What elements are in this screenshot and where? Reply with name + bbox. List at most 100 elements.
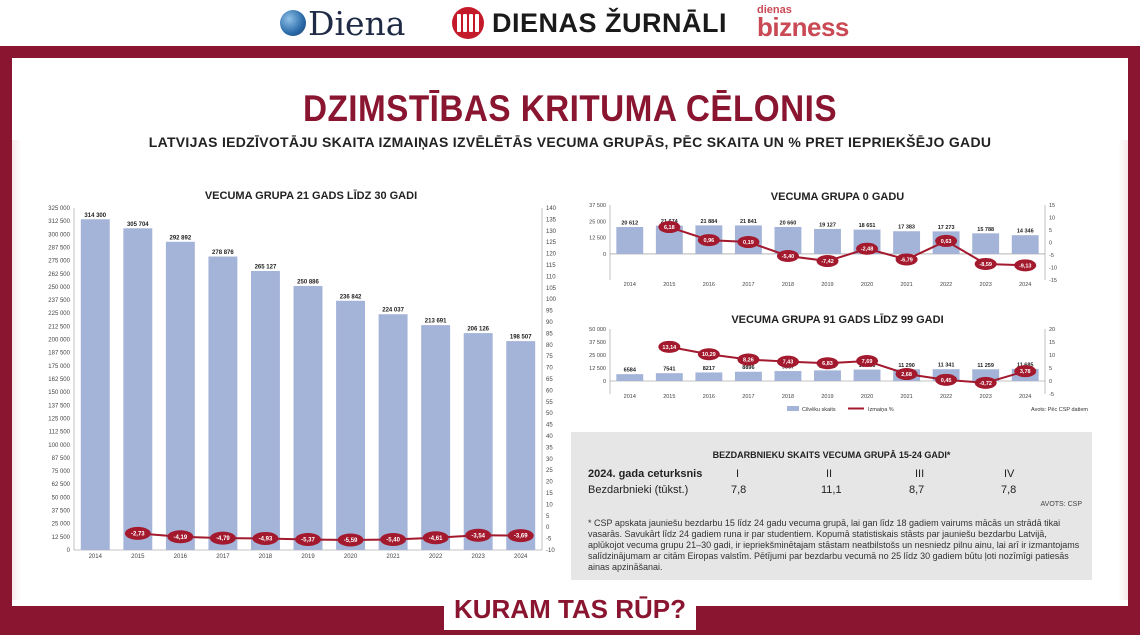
left-tick-label: 187 500 xyxy=(48,351,70,357)
bar xyxy=(293,285,323,550)
bar-value-label: 314 300 xyxy=(84,213,106,219)
change-line xyxy=(669,345,1026,384)
change-value-label: -9,13 xyxy=(1019,263,1032,269)
bar-value-label: 17 273 xyxy=(938,225,955,231)
change-value-label: 8,26 xyxy=(743,357,754,363)
category-label: 2019 xyxy=(821,282,833,288)
right-tick-label: 15 xyxy=(1049,340,1055,346)
right-tick-label: 10 xyxy=(1049,216,1055,222)
change-value-label: 3,78 xyxy=(1020,369,1031,375)
unemployed-q3: 8,7 xyxy=(909,484,925,496)
category-label: 2023 xyxy=(980,282,992,288)
right-tick-label: 20 xyxy=(1049,327,1055,333)
change-marker xyxy=(895,253,918,266)
change-marker xyxy=(816,255,839,268)
unemployed-q4: 7,8 xyxy=(1001,484,1017,496)
chart-age-0: 37 500 25 000 12 500 0 15 10 5 0 -5 -10 -15 20 612 2… xyxy=(589,203,1057,288)
change-value-label: 13,14 xyxy=(662,345,677,351)
left-tick-label: 12 500 xyxy=(52,535,71,541)
right-tick-label: 60 xyxy=(546,388,553,394)
change-value-label: -6,79 xyxy=(900,257,913,263)
right-tick-label: 70 xyxy=(546,366,553,372)
change-marker xyxy=(737,353,760,366)
change-value-label: 10,29 xyxy=(702,352,716,358)
bar-value-label: 6584 xyxy=(624,368,637,374)
category-label: 2014 xyxy=(89,554,103,560)
change-marker xyxy=(167,530,194,544)
change-marker xyxy=(895,368,918,381)
change-marker xyxy=(737,236,760,249)
change-marker xyxy=(658,221,681,234)
bar-value-label: 11 259 xyxy=(977,363,994,369)
change-value-label: 2,68 xyxy=(901,372,912,378)
change-marker xyxy=(1014,259,1037,272)
panel-shade-right xyxy=(1118,140,1128,600)
change-line xyxy=(669,226,1026,267)
right-tick-label: -10 xyxy=(546,548,555,554)
bar-value-label: 11 341 xyxy=(938,363,955,369)
bar-value-label: 19 127 xyxy=(819,222,836,228)
change-value-label: -2,73 xyxy=(131,532,145,538)
category-label: 2017 xyxy=(742,282,754,288)
change-marker xyxy=(935,234,958,247)
dienas-bizness-logo-top: dienas xyxy=(757,4,792,17)
category-label: 2014 xyxy=(624,282,636,288)
change-marker xyxy=(658,340,681,353)
bar xyxy=(165,241,195,551)
category-label: 2023 xyxy=(472,554,486,560)
footer-label-bg xyxy=(444,594,696,630)
left-tick-label: 12 500 xyxy=(589,236,606,242)
dienas-bizness-logo[interactable]: dienas bizness xyxy=(757,4,849,42)
right-tick-label: 95 xyxy=(546,309,553,315)
left-tick-label: 325 000 xyxy=(48,206,70,212)
bar-value-label: 15 788 xyxy=(977,227,994,233)
change-marker xyxy=(252,531,279,545)
left-tick-label: 200 000 xyxy=(48,338,70,344)
left-tick-label: 225 000 xyxy=(48,311,70,317)
left-tick-label: 0 xyxy=(603,379,606,385)
table-source: AVOTS: CSP xyxy=(1040,501,1083,508)
dienas-zurnali-logo[interactable]: DIENAS ŽURNĀLI xyxy=(452,4,727,42)
diena-logo[interactable]: Diena xyxy=(280,3,406,43)
chart-title-0: VECUMA GRUPA 0 GADU xyxy=(770,191,905,203)
bar xyxy=(893,231,921,254)
change-value-label: -4,19 xyxy=(174,535,188,541)
change-value-label: 0,19 xyxy=(743,240,754,246)
category-label: 2017 xyxy=(742,394,754,400)
change-value-label: -5,40 xyxy=(782,254,795,260)
category-label: 2022 xyxy=(940,394,952,400)
change-value-label: 6,83 xyxy=(822,361,833,367)
category-label: 2020 xyxy=(861,394,873,400)
left-tick-label: 250 000 xyxy=(48,285,70,291)
bar xyxy=(80,219,110,550)
right-tick-label: 5 xyxy=(1049,228,1052,234)
bar xyxy=(774,226,802,254)
right-tick-label: 35 xyxy=(546,445,553,451)
change-marker xyxy=(422,531,449,545)
category-label: 2016 xyxy=(703,282,715,288)
unemployment-table: BEZDARBNIEKU SKAITS VECUMA GRUPĀ 15-24 G… xyxy=(571,432,1092,580)
change-marker xyxy=(697,234,720,247)
bar-value-label: 278 876 xyxy=(212,250,234,256)
change-marker xyxy=(465,528,492,542)
left-tick-label: 237 500 xyxy=(48,298,70,304)
left-tick-label: 137 500 xyxy=(48,403,70,409)
change-marker xyxy=(856,355,879,368)
category-label: 2018 xyxy=(259,554,273,560)
bar-value-label: 305 704 xyxy=(127,222,149,228)
left-tick-label: 300 000 xyxy=(48,232,70,238)
bar-value-label: 292 892 xyxy=(170,235,192,241)
change-value-label: 7,43 xyxy=(783,360,794,366)
bar xyxy=(655,373,683,381)
left-tick-label: 312 500 xyxy=(48,219,70,225)
chart-21-30: 325 000 312 500 300 000 287 500 275 000 262 5… xyxy=(48,206,556,560)
diena-logo-text: Diena xyxy=(308,3,406,43)
change-value-label: -5,59 xyxy=(344,538,358,544)
bar-value-label: 8217 xyxy=(703,366,715,372)
left-tick-label: 37 500 xyxy=(589,340,606,346)
change-value-label: -5,37 xyxy=(301,538,315,544)
right-tick-label: 0 xyxy=(1049,241,1052,247)
category-label: 2018 xyxy=(782,394,794,400)
chart-title-21-30: VECUMA GRUPA 21 GADS LĪDZ 30 GADI xyxy=(204,190,418,202)
bar xyxy=(774,371,802,381)
